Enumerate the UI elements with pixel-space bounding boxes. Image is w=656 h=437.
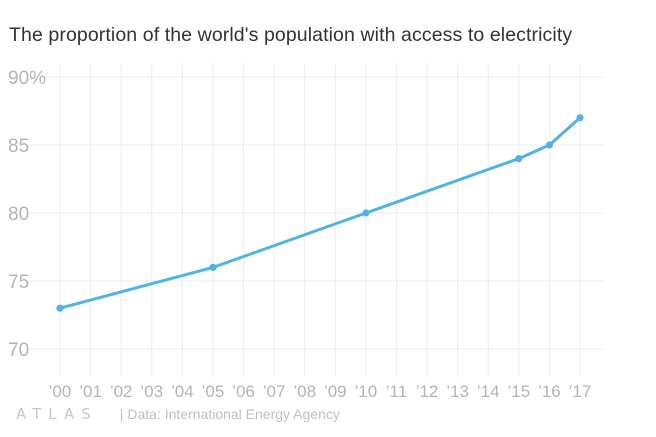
data-point[interactable] [515,155,523,163]
x-tick-label: ’03 [140,382,163,401]
x-tick-label: ’10 [355,382,378,401]
x-tick-label: ’09 [324,382,347,401]
x-tick-label: ’02 [110,382,133,401]
x-tick-label: ’15 [507,382,530,401]
x-tick-label: ’12 [416,382,439,401]
data-point[interactable] [576,114,584,122]
x-tick-label: ’00 [49,382,72,401]
x-tick-label: ’16 [538,382,561,401]
data-point[interactable] [56,304,64,312]
y-tick-label: 85 [8,136,29,157]
x-tick-label: ’06 [232,382,255,401]
chart-title: The proportion of the world's population… [9,24,573,46]
x-tick-label: ’17 [569,382,592,401]
data-point[interactable] [545,141,554,149]
x-tick-label: ’04 [171,382,194,401]
x-tick-label: ’11 [386,382,407,401]
x-tick-label: ’08 [293,382,316,401]
data-point[interactable] [362,209,370,217]
data-point[interactable] [209,263,217,271]
y-axis-tick-labels: 70 75 80 85 90% [8,68,46,361]
series-line [58,116,582,310]
vertical-gridlines [59,63,581,377]
y-tick-label: 80 [8,204,29,225]
x-tick-label: ’14 [477,382,500,401]
data-series [56,114,584,312]
y-tick-label: 90% [8,68,46,89]
data-source: | Data: International Energy Agency [120,406,340,422]
source-separator: | [119,406,124,422]
x-tick-label: ’05 [202,382,225,401]
x-tick-label: ’01 [79,382,102,401]
y-tick-label: 75 [8,272,29,293]
source-text: Data: International Energy Agency [127,406,340,422]
x-axis-tick-labels: ’00 ’01 ’02 ’03 ’04 ’05 ’06 ’07 ’08 ’09 ’10 ’11 ’12 ’… [49,382,592,401]
x-tick-label: ’13 [446,382,469,401]
footer: ATLAS | Data: International Energy Agency [16,404,340,424]
horizontal-gridlines [30,76,603,350]
atlas-logo[interactable]: ATLAS [16,405,98,423]
x-tick-label: ’07 [263,382,286,401]
y-tick-label: 70 [8,340,29,361]
